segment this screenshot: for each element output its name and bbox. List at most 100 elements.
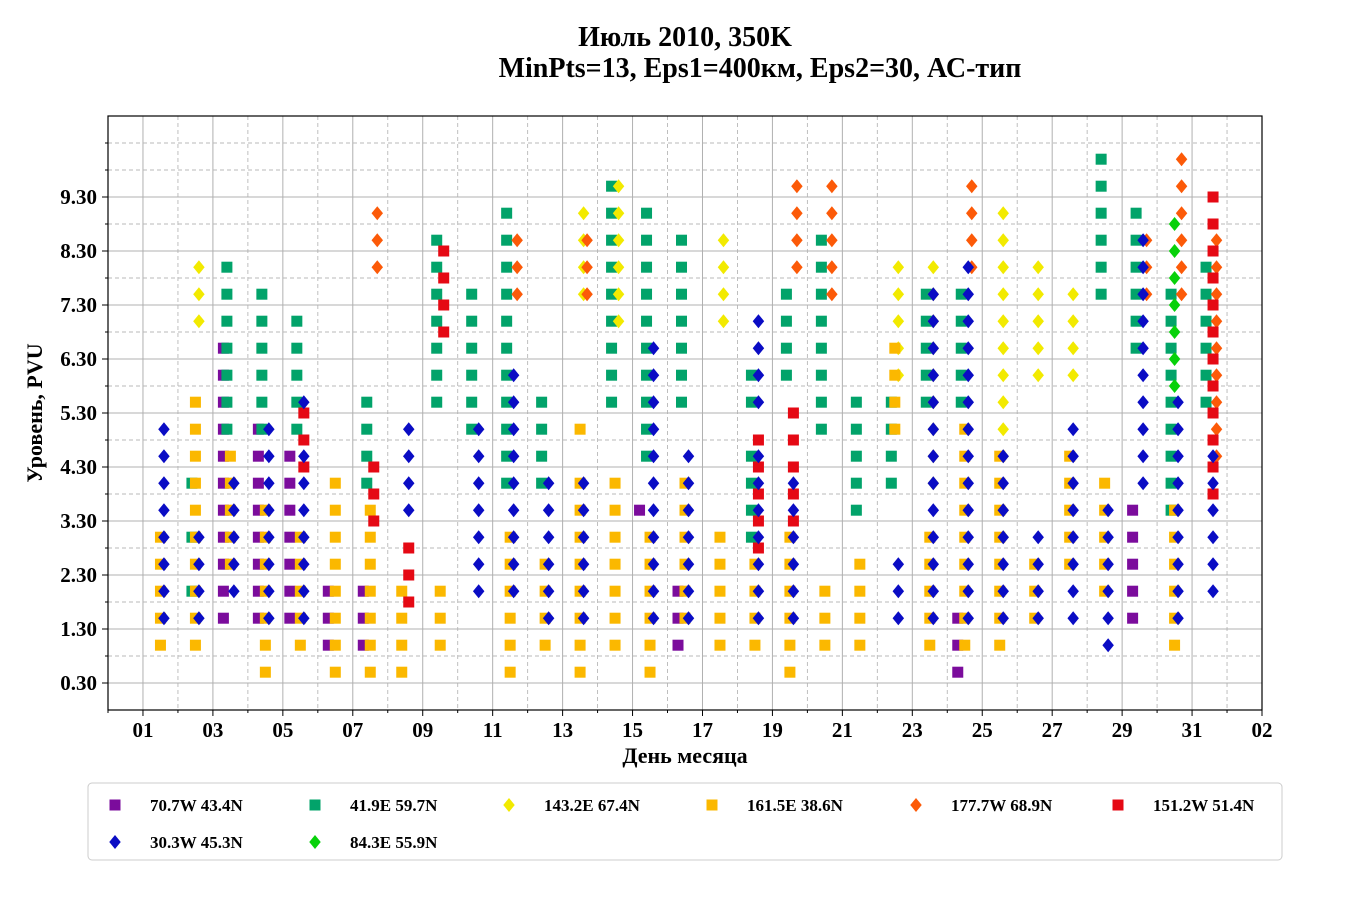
data-point <box>1032 314 1044 329</box>
data-point <box>1168 379 1181 393</box>
data-point <box>322 639 334 651</box>
data-point <box>1210 368 1223 383</box>
data-point <box>1172 503 1184 518</box>
data-point <box>815 234 827 246</box>
data-point <box>294 639 306 651</box>
data-point <box>647 395 660 410</box>
data-point <box>1207 557 1219 572</box>
data-point <box>396 639 408 651</box>
data-point <box>997 233 1009 248</box>
data-point <box>1207 218 1219 230</box>
data-point <box>780 369 792 381</box>
data-point <box>1172 476 1184 491</box>
data-point <box>752 503 765 518</box>
data-point <box>221 423 233 435</box>
data-point <box>717 314 730 329</box>
data-point <box>284 585 296 597</box>
data-point <box>745 450 757 462</box>
legend-marker <box>109 799 121 811</box>
data-point <box>606 180 618 192</box>
y-tick-label: 7.30 <box>60 293 97 317</box>
data-point <box>826 206 838 221</box>
data-point <box>252 612 264 624</box>
data-point <box>577 206 590 221</box>
data-point <box>784 666 796 678</box>
data-point <box>434 585 446 597</box>
data-point <box>962 503 974 518</box>
data-point <box>1172 449 1184 464</box>
data-point <box>217 504 229 516</box>
data-point <box>507 449 520 464</box>
data-point <box>263 422 275 437</box>
data-point <box>647 584 660 599</box>
data-point <box>647 503 660 518</box>
data-point <box>854 639 866 651</box>
data-point <box>752 488 764 500</box>
data-point <box>329 504 341 516</box>
data-point <box>745 396 757 408</box>
data-point <box>1032 611 1044 626</box>
data-point <box>438 245 450 257</box>
data-point <box>850 450 862 462</box>
data-point <box>927 314 940 329</box>
data-point <box>1032 260 1044 275</box>
y-tick-label: 3.30 <box>60 509 97 533</box>
data-point <box>329 585 341 597</box>
legend-marker <box>309 799 321 811</box>
data-point <box>997 422 1009 437</box>
data-point <box>1127 504 1139 516</box>
data-point <box>784 639 796 651</box>
data-point <box>536 423 548 435</box>
legend-marker <box>109 835 121 849</box>
data-point <box>189 477 201 489</box>
data-point <box>962 368 974 383</box>
data-point <box>364 666 376 678</box>
data-point <box>717 287 730 302</box>
data-point <box>927 557 940 572</box>
data-point <box>924 639 936 651</box>
data-point <box>1130 261 1142 273</box>
data-point <box>221 369 233 381</box>
data-point <box>927 422 940 437</box>
data-point <box>217 558 229 570</box>
data-point <box>927 449 940 464</box>
data-point <box>511 260 523 275</box>
data-point <box>1168 217 1181 231</box>
data-point <box>1210 395 1223 410</box>
data-point <box>1172 611 1184 626</box>
data-point <box>1165 288 1177 300</box>
y-tick-label: 6.30 <box>60 347 97 371</box>
data-point <box>955 396 967 408</box>
data-point <box>826 179 838 194</box>
data-point <box>1137 449 1149 464</box>
data-point <box>252 558 264 570</box>
data-point <box>717 233 730 248</box>
data-point <box>682 611 695 626</box>
data-point <box>1207 191 1219 203</box>
data-point <box>997 206 1009 221</box>
data-point <box>402 422 415 437</box>
data-point <box>609 585 621 597</box>
data-point <box>193 557 205 572</box>
data-point <box>1175 233 1188 248</box>
data-point <box>780 342 792 354</box>
data-point <box>431 288 443 300</box>
data-point <box>1207 299 1219 311</box>
data-point <box>1130 207 1142 219</box>
data-point <box>542 503 555 518</box>
data-point <box>189 504 201 516</box>
data-point <box>962 557 974 572</box>
data-point <box>357 639 369 651</box>
data-point <box>298 449 310 464</box>
data-point <box>291 423 303 435</box>
data-point <box>256 315 268 327</box>
data-point <box>952 666 964 678</box>
data-point <box>1210 260 1223 275</box>
data-point <box>1067 530 1079 545</box>
data-point <box>1165 315 1177 327</box>
data-point <box>609 639 621 651</box>
data-markers <box>154 152 1223 678</box>
data-point <box>1127 612 1139 624</box>
data-point <box>158 449 170 464</box>
data-point <box>1127 558 1139 570</box>
